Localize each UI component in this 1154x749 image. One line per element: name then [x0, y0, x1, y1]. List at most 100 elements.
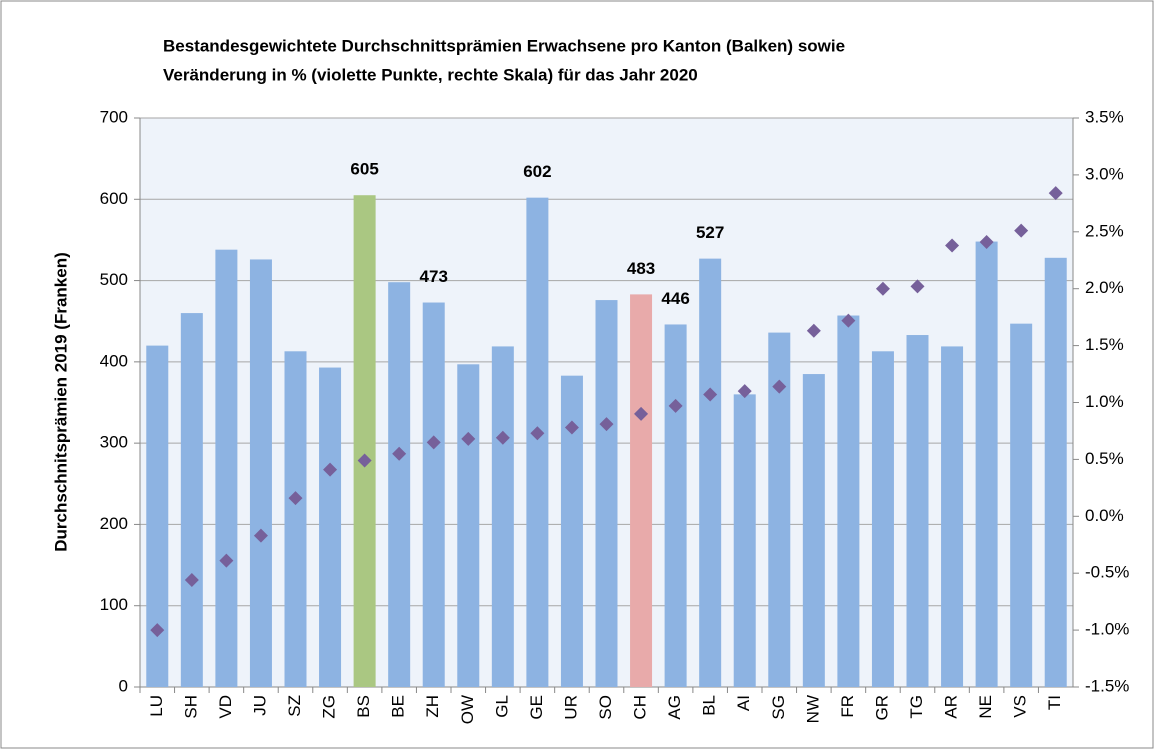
- x-tick-label: SO: [596, 695, 615, 720]
- x-tick-label: NE: [976, 695, 995, 719]
- diamond-marker: [323, 462, 338, 477]
- x-tick-label: LU: [147, 695, 166, 717]
- bar: [699, 258, 722, 687]
- bar: [422, 302, 445, 687]
- bar: [906, 335, 929, 687]
- y2-tick-label: 0.0%: [1085, 506, 1124, 525]
- x-tick-label: SG: [769, 695, 788, 720]
- y-tick-label: 600: [100, 189, 128, 208]
- diamond-marker: [150, 623, 165, 638]
- bar: [733, 394, 756, 687]
- x-tick-label: CH: [631, 695, 650, 720]
- bar: [215, 249, 238, 687]
- data-label: 605: [350, 160, 378, 179]
- data-label: 473: [420, 267, 448, 286]
- x-tick-label: AI: [734, 695, 753, 711]
- data-label: 446: [661, 289, 689, 308]
- x-tick-label: GL: [492, 695, 511, 718]
- bar: [353, 195, 376, 687]
- y2-tick-label: -1.5%: [1085, 676, 1129, 695]
- diamond-marker: [288, 491, 303, 506]
- y2-tick-label: 2.0%: [1085, 278, 1124, 297]
- y2-tick-label: 1.0%: [1085, 392, 1124, 411]
- y2-tick-label: -0.5%: [1085, 563, 1129, 582]
- y-tick-label: 700: [100, 107, 128, 126]
- x-tick-label: ZG: [320, 695, 339, 719]
- diamond-marker: [564, 420, 579, 435]
- y-tick-label: 500: [100, 270, 128, 289]
- bar: [388, 282, 411, 687]
- bar: [837, 315, 860, 687]
- diamond-marker: [495, 430, 510, 445]
- x-tick-label: BL: [700, 695, 719, 716]
- y-axis-label: Durchschnitsprämien 2019 (Franken): [51, 252, 70, 551]
- bar: [560, 375, 583, 687]
- y-tick-label: 0: [119, 676, 128, 695]
- y2-tick-label: 0.5%: [1085, 449, 1124, 468]
- chart-title: Bestandesgewichtete Durchschnittsprämien…: [163, 36, 845, 55]
- x-tick-label: UR: [561, 695, 580, 720]
- diamond-marker: [772, 379, 787, 394]
- diamond-marker: [875, 281, 890, 296]
- data-label: 602: [523, 162, 551, 181]
- diamond-marker: [910, 279, 925, 294]
- bar: [180, 313, 203, 687]
- diamond-marker: [1048, 186, 1063, 201]
- diamond-marker: [1014, 223, 1029, 238]
- diamond-marker: [806, 323, 821, 338]
- diamond-marker: [599, 417, 614, 432]
- y-tick-label: 100: [100, 595, 128, 614]
- diamond-marker: [461, 431, 476, 446]
- x-tick-label: TG: [907, 695, 926, 719]
- bar: [802, 374, 825, 687]
- y-tick-label: 300: [100, 433, 128, 452]
- diamond-marker: [841, 313, 856, 328]
- diamond-marker: [668, 398, 683, 413]
- bar: [664, 324, 687, 687]
- x-tick-label: FR: [838, 695, 857, 718]
- x-tick-label: NW: [803, 695, 822, 723]
- bar: [146, 345, 169, 687]
- x-tick-label: GR: [872, 695, 891, 721]
- bar: [975, 241, 998, 687]
- bar: [768, 332, 791, 687]
- x-tick-label: JU: [250, 695, 269, 716]
- x-tick-label: AR: [942, 695, 961, 719]
- bar: [630, 294, 653, 687]
- bar: [941, 346, 964, 687]
- x-tick-label: SZ: [285, 695, 304, 717]
- bar: [871, 351, 894, 687]
- y2-tick-label: 1.5%: [1085, 335, 1124, 354]
- x-tick-label: BE: [389, 695, 408, 718]
- bar: [319, 367, 342, 687]
- bar: [284, 351, 307, 687]
- x-tick-label: OW: [458, 695, 477, 724]
- diamond-marker: [530, 426, 545, 441]
- bar: [526, 197, 549, 687]
- y2-tick-label: 2.5%: [1085, 221, 1124, 240]
- chart-title: Veränderung in % (violette Punkte, recht…: [163, 65, 698, 84]
- bar: [457, 364, 480, 687]
- diamond-marker: [392, 446, 407, 461]
- y-tick-label: 400: [100, 351, 128, 370]
- diamond-marker: [426, 435, 441, 450]
- x-tick-label: TI: [1045, 695, 1064, 710]
- y2-tick-label: 3.5%: [1085, 107, 1124, 126]
- bar: [1010, 323, 1033, 687]
- diamond-marker: [634, 406, 649, 421]
- x-tick-label: BS: [354, 695, 373, 718]
- bar: [1044, 257, 1067, 687]
- bar: [249, 259, 272, 687]
- y2-tick-label: 3.0%: [1085, 164, 1124, 183]
- y2-tick-label: -1.0%: [1085, 620, 1129, 639]
- diamond-marker: [184, 573, 199, 588]
- diamond-marker: [945, 238, 960, 253]
- y-tick-label: 200: [100, 514, 128, 533]
- x-tick-label: VS: [1011, 695, 1030, 718]
- x-tick-label: SH: [181, 695, 200, 719]
- diamond-marker: [253, 528, 268, 543]
- x-tick-label: AG: [665, 695, 684, 720]
- data-label: 527: [696, 223, 724, 242]
- diamond-marker: [737, 384, 752, 399]
